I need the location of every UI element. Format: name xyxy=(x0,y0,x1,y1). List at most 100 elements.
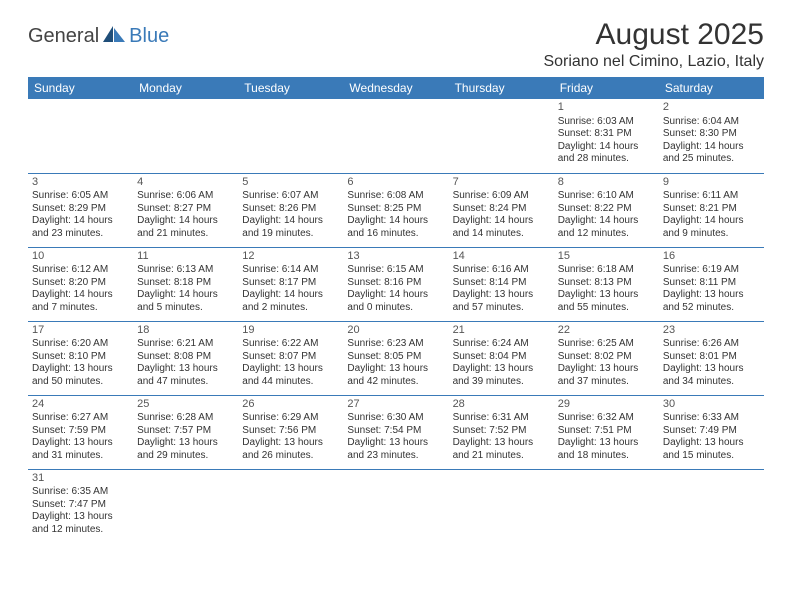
cell-day2: and 12 minutes. xyxy=(558,228,655,241)
day-number: 20 xyxy=(347,324,444,338)
cell-sunset: Sunset: 8:11 PM xyxy=(663,277,760,290)
cell-sunrise: Sunrise: 6:03 AM xyxy=(558,116,655,129)
day-number: 30 xyxy=(663,398,760,412)
cell-day2: and 42 minutes. xyxy=(347,376,444,389)
cell-day2: and 47 minutes. xyxy=(137,376,234,389)
cell-day2: and 31 minutes. xyxy=(32,450,129,463)
day-number: 31 xyxy=(32,472,129,486)
cell-sunrise: Sunrise: 6:27 AM xyxy=(32,412,129,425)
calendar-cell: 22Sunrise: 6:25 AMSunset: 8:02 PMDayligh… xyxy=(554,321,659,395)
cell-sunset: Sunset: 8:31 PM xyxy=(558,128,655,141)
logo-word1: General xyxy=(28,25,99,48)
cell-day2: and 29 minutes. xyxy=(137,450,234,463)
dayhead-fri: Friday xyxy=(554,77,659,99)
day-number: 21 xyxy=(453,324,550,338)
cell-sunset: Sunset: 7:51 PM xyxy=(558,425,655,438)
day-number: 7 xyxy=(453,176,550,190)
cell-day1: Daylight: 13 hours xyxy=(137,437,234,450)
cell-sunrise: Sunrise: 6:19 AM xyxy=(663,264,760,277)
sail-icon xyxy=(101,24,127,49)
cell-sunset: Sunset: 8:04 PM xyxy=(453,351,550,364)
cell-day1: Daylight: 13 hours xyxy=(32,511,129,524)
cell-day1: Daylight: 14 hours xyxy=(32,215,129,228)
cell-sunset: Sunset: 8:26 PM xyxy=(242,203,339,216)
dayhead-thu: Thursday xyxy=(449,77,554,99)
calendar-cell xyxy=(343,99,448,173)
cell-sunset: Sunset: 8:16 PM xyxy=(347,277,444,290)
cell-sunset: Sunset: 7:57 PM xyxy=(137,425,234,438)
cell-sunrise: Sunrise: 6:16 AM xyxy=(453,264,550,277)
day-number: 23 xyxy=(663,324,760,338)
cell-sunset: Sunset: 8:25 PM xyxy=(347,203,444,216)
cell-day2: and 50 minutes. xyxy=(32,376,129,389)
cell-day1: Daylight: 14 hours xyxy=(137,289,234,302)
day-number: 11 xyxy=(137,250,234,264)
cell-day1: Daylight: 13 hours xyxy=(242,363,339,376)
cell-day2: and 9 minutes. xyxy=(663,228,760,241)
cell-sunrise: Sunrise: 6:06 AM xyxy=(137,190,234,203)
cell-day2: and 12 minutes. xyxy=(32,524,129,537)
cell-sunset: Sunset: 7:54 PM xyxy=(347,425,444,438)
calendar-cell xyxy=(449,469,554,543)
calendar-row: 24Sunrise: 6:27 AMSunset: 7:59 PMDayligh… xyxy=(28,395,764,469)
cell-sunrise: Sunrise: 6:22 AM xyxy=(242,338,339,351)
cell-day1: Daylight: 14 hours xyxy=(137,215,234,228)
cell-day1: Daylight: 13 hours xyxy=(32,363,129,376)
day-number: 1 xyxy=(558,101,655,115)
cell-day2: and 7 minutes. xyxy=(32,302,129,315)
calendar-cell xyxy=(343,469,448,543)
cell-sunrise: Sunrise: 6:09 AM xyxy=(453,190,550,203)
logo-word2: Blue xyxy=(129,25,169,48)
calendar-cell: 3Sunrise: 6:05 AMSunset: 8:29 PMDaylight… xyxy=(28,173,133,247)
cell-day2: and 21 minutes. xyxy=(453,450,550,463)
day-number: 22 xyxy=(558,324,655,338)
calendar-cell: 10Sunrise: 6:12 AMSunset: 8:20 PMDayligh… xyxy=(28,247,133,321)
cell-day1: Daylight: 13 hours xyxy=(663,437,760,450)
calendar-cell: 21Sunrise: 6:24 AMSunset: 8:04 PMDayligh… xyxy=(449,321,554,395)
calendar-cell: 12Sunrise: 6:14 AMSunset: 8:17 PMDayligh… xyxy=(238,247,343,321)
calendar-cell: 18Sunrise: 6:21 AMSunset: 8:08 PMDayligh… xyxy=(133,321,238,395)
cell-day2: and 34 minutes. xyxy=(663,376,760,389)
calendar-cell: 8Sunrise: 6:10 AMSunset: 8:22 PMDaylight… xyxy=(554,173,659,247)
dayhead-wed: Wednesday xyxy=(343,77,448,99)
cell-sunrise: Sunrise: 6:20 AM xyxy=(32,338,129,351)
day-number: 18 xyxy=(137,324,234,338)
page-title: August 2025 xyxy=(543,18,764,51)
cell-sunrise: Sunrise: 6:12 AM xyxy=(32,264,129,277)
cell-sunset: Sunset: 8:05 PM xyxy=(347,351,444,364)
cell-sunrise: Sunrise: 6:18 AM xyxy=(558,264,655,277)
dayhead-sat: Saturday xyxy=(659,77,764,99)
calendar-cell xyxy=(659,469,764,543)
cell-day1: Daylight: 13 hours xyxy=(558,289,655,302)
cell-day2: and 0 minutes. xyxy=(347,302,444,315)
day-number: 29 xyxy=(558,398,655,412)
calendar-cell: 19Sunrise: 6:22 AMSunset: 8:07 PMDayligh… xyxy=(238,321,343,395)
cell-day1: Daylight: 13 hours xyxy=(663,363,760,376)
day-number: 12 xyxy=(242,250,339,264)
cell-day2: and 28 minutes. xyxy=(558,153,655,166)
calendar-cell xyxy=(28,99,133,173)
calendar-table: Sunday Monday Tuesday Wednesday Thursday… xyxy=(28,77,764,543)
cell-sunset: Sunset: 8:18 PM xyxy=(137,277,234,290)
day-number: 28 xyxy=(453,398,550,412)
day-number: 19 xyxy=(242,324,339,338)
cell-sunset: Sunset: 8:13 PM xyxy=(558,277,655,290)
cell-sunrise: Sunrise: 6:29 AM xyxy=(242,412,339,425)
cell-day1: Daylight: 14 hours xyxy=(242,289,339,302)
cell-sunrise: Sunrise: 6:14 AM xyxy=(242,264,339,277)
page-subtitle: Soriano nel Cimino, Lazio, Italy xyxy=(543,53,764,71)
day-number: 13 xyxy=(347,250,444,264)
calendar-cell: 7Sunrise: 6:09 AMSunset: 8:24 PMDaylight… xyxy=(449,173,554,247)
cell-day2: and 55 minutes. xyxy=(558,302,655,315)
calendar-cell: 20Sunrise: 6:23 AMSunset: 8:05 PMDayligh… xyxy=(343,321,448,395)
calendar-cell: 4Sunrise: 6:06 AMSunset: 8:27 PMDaylight… xyxy=(133,173,238,247)
day-number: 6 xyxy=(347,176,444,190)
cell-sunrise: Sunrise: 6:33 AM xyxy=(663,412,760,425)
cell-day2: and 18 minutes. xyxy=(558,450,655,463)
cell-sunrise: Sunrise: 6:25 AM xyxy=(558,338,655,351)
cell-sunrise: Sunrise: 6:35 AM xyxy=(32,486,129,499)
cell-sunset: Sunset: 8:27 PM xyxy=(137,203,234,216)
calendar-row: 17Sunrise: 6:20 AMSunset: 8:10 PMDayligh… xyxy=(28,321,764,395)
calendar-cell: 16Sunrise: 6:19 AMSunset: 8:11 PMDayligh… xyxy=(659,247,764,321)
cell-sunrise: Sunrise: 6:08 AM xyxy=(347,190,444,203)
